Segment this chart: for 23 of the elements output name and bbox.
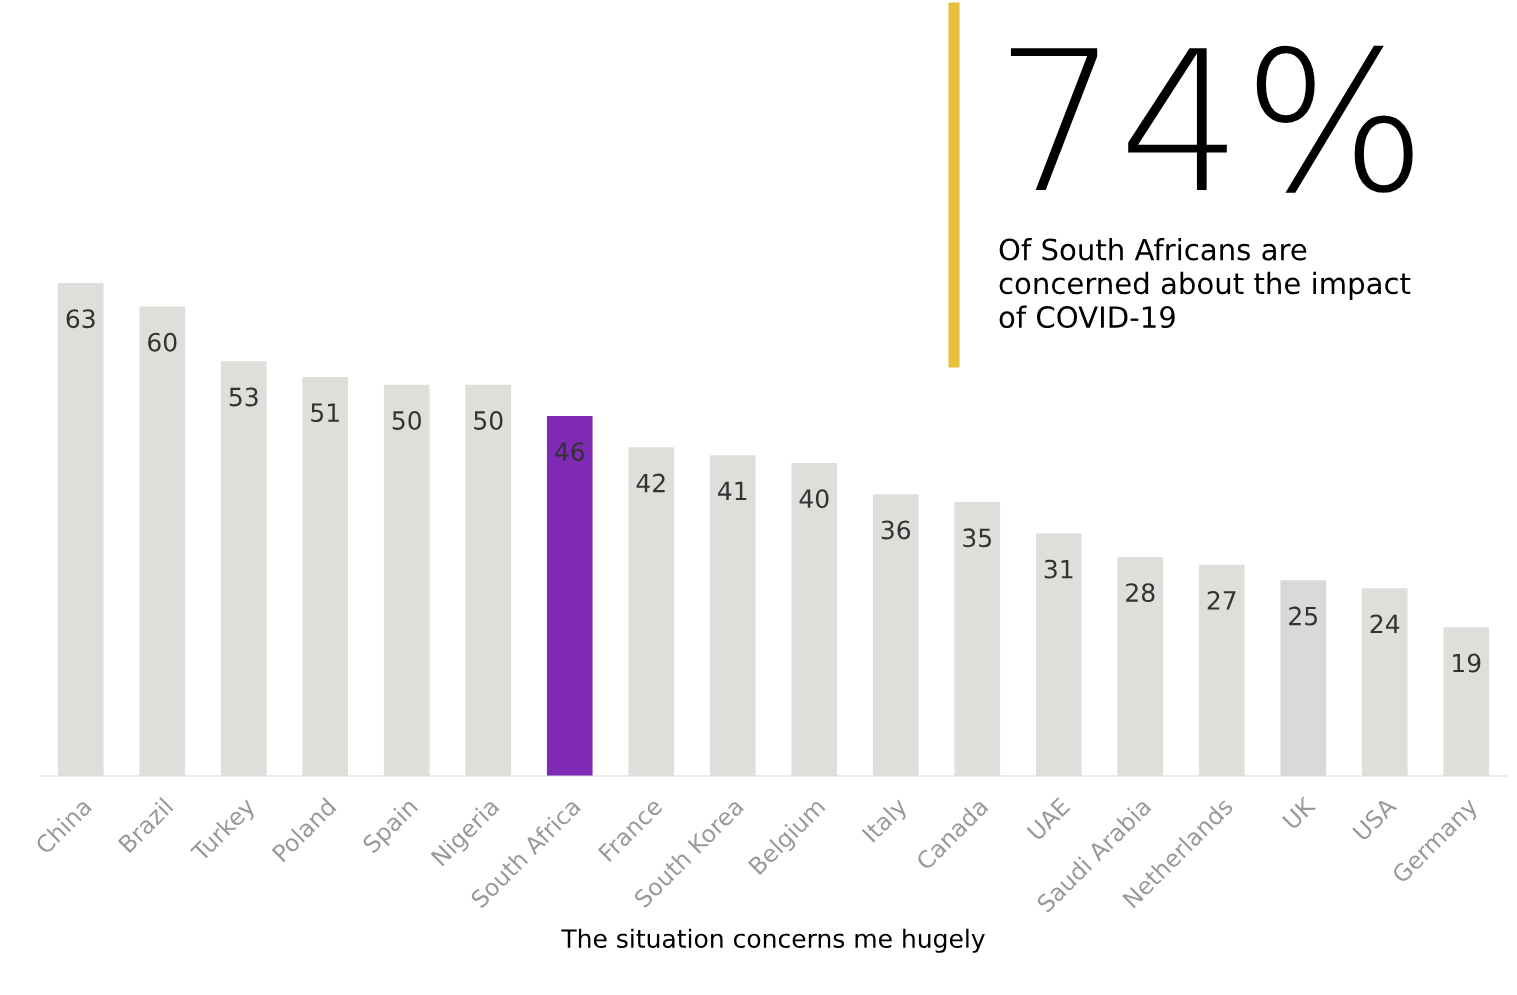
data-label: 51 xyxy=(311,403,339,423)
data-label: 27 xyxy=(1207,590,1236,610)
data-label: 53 xyxy=(229,387,258,407)
data-label: 19 xyxy=(1453,653,1481,673)
data-label: 28 xyxy=(1126,583,1155,603)
data-label: 63 xyxy=(66,309,95,329)
data-label: 42 xyxy=(636,473,665,493)
data-label: 41 xyxy=(718,481,747,500)
data-label: 24 xyxy=(1370,614,1400,633)
x-tick-label: UK xyxy=(1282,795,1317,831)
data-label: 60 xyxy=(148,332,177,352)
data-label: 36 xyxy=(881,520,911,540)
data-label: 25 xyxy=(1289,606,1317,626)
data-label: 40 xyxy=(799,489,829,509)
data-label: 46 xyxy=(555,442,585,462)
x-axis-title: The situation concerns me hugely xyxy=(561,928,985,953)
bar xyxy=(546,416,593,776)
annotation: Of South Africans are concerned about the impact of COVID-19 xyxy=(999,238,1411,329)
data-label: 50 xyxy=(392,410,421,430)
data-label: 50 xyxy=(474,410,503,430)
data-label: 31 xyxy=(1044,559,1073,579)
data-label: 35 xyxy=(963,528,991,548)
text: 74% xyxy=(1010,45,1413,193)
